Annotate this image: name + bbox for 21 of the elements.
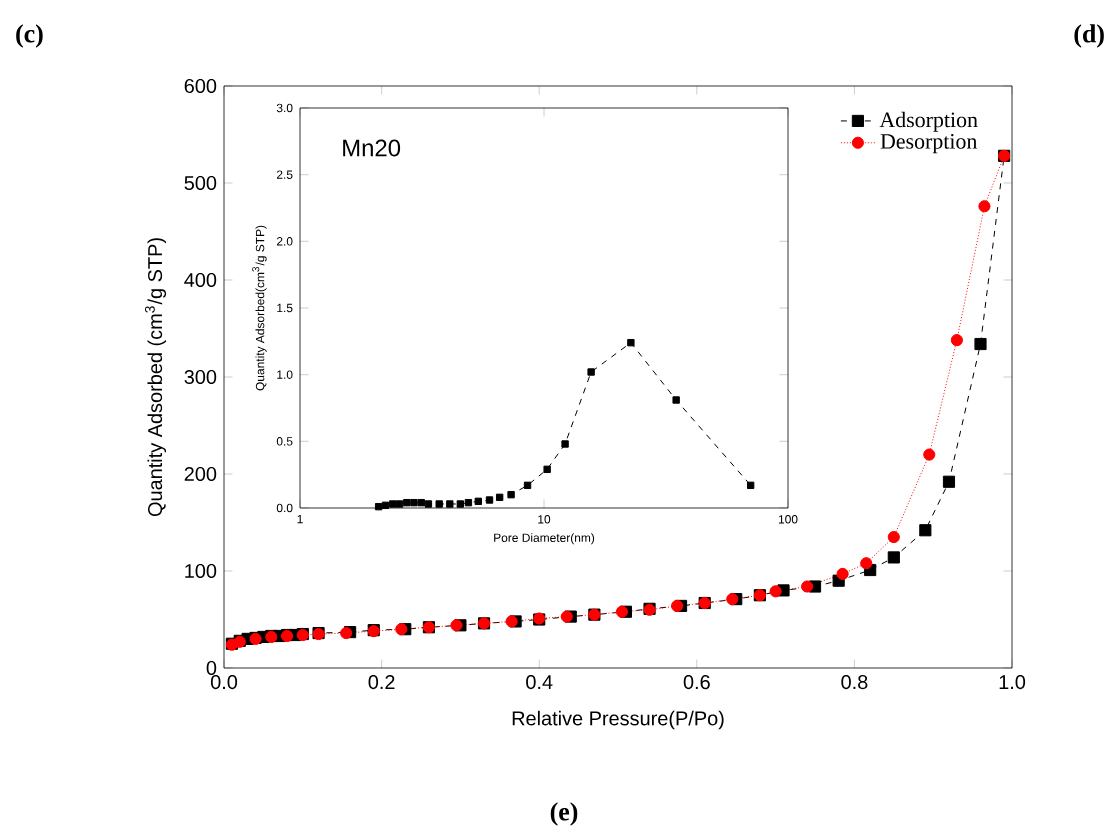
x-axis-title: Relative Pressure(P/Po) [512,710,724,730]
annotation: Mn20 [343,139,401,157]
y-axis-title: Quantity Adsorbed (cm$^{3}$/g STP) [144,238,167,517]
y-tick-label: 0 [206,660,217,676]
y-tick-label: 400 [184,272,217,288]
legend-label: Desorption [880,134,978,154]
x-tick-label: 1.0 [999,675,1026,690]
text: (c) [16,24,43,48]
y-tick-label: 600 [184,78,217,94]
y-tick-label: 500 [184,175,217,191]
legend-label: Adsorption [879,111,978,132]
text: (e) [550,802,578,826]
x-tick-label: 0.8 [841,675,868,690]
x-tick-label: 0.6 [683,675,710,690]
x-tick-label: 0.2 [368,675,395,690]
y-tick-label: 300 [184,369,217,385]
text: (d) [1074,24,1104,48]
x-tick-label: 0.0 [210,675,238,690]
y-tick-label: 100 [185,563,217,579]
y-tick-label: 200 [184,466,217,482]
x-tick-label: 0.4 [526,675,553,690]
